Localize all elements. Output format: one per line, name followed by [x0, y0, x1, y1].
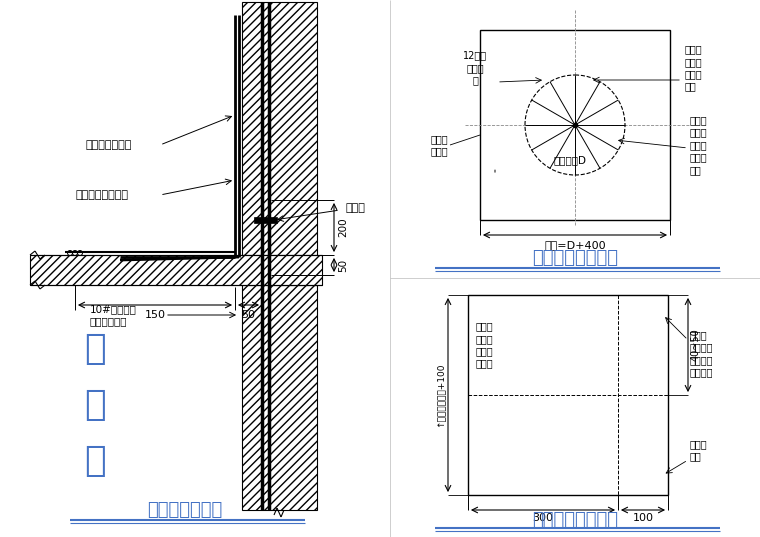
Text: ↑管道外径圆长+100: ↑管道外径圆长+100 — [435, 363, 445, 427]
Text: 粘贴于
管壁: 粘贴于 管壁 — [690, 439, 708, 461]
Bar — [254, 217, 277, 223]
Bar — [30, 255, 322, 285]
Text: 100: 100 — [632, 513, 654, 523]
Text: 长条形卷材加强层: 长条形卷材加强层 — [75, 190, 128, 200]
Text: 12等分
裁剪点
线: 12等分 裁剪点 线 — [463, 50, 487, 85]
Bar — [242, 2, 317, 255]
Text: 尖形叶
片粘贴
于管道
外壁: 尖形叶 片粘贴 于管道 外壁 — [685, 45, 703, 92]
Text: 剪口范围D: 剪口范围D — [553, 155, 587, 165]
Text: 40~50: 40~50 — [691, 329, 701, 361]
Text: 折叠（
与管道
阴角线
重合）: 折叠（ 与管道 阴角线 重合） — [476, 322, 494, 368]
Text: 300: 300 — [533, 513, 553, 523]
Text: 50: 50 — [242, 310, 255, 320]
Text: 边长=D+400: 边长=D+400 — [544, 240, 606, 250]
Text: 200: 200 — [338, 217, 348, 237]
Text: 方形卷材加强层: 方形卷材加强层 — [85, 140, 131, 150]
Text: 10#铅丝扎牢
外涂防水涂料: 10#铅丝扎牢 外涂防水涂料 — [90, 304, 137, 326]
Text: 方形卷材裁剪尺寸: 方形卷材裁剪尺寸 — [532, 249, 618, 267]
Text: 等分片
等折后量
放软伏贴
贴于墙面: 等分片 等折后量 放软伏贴 贴于墙面 — [690, 330, 714, 377]
Bar — [480, 30, 670, 220]
Text: 圆形折
线（与
管道阴
角线重
合）: 圆形折 线（与 管道阴 角线重 合） — [690, 115, 708, 175]
Text: 条形卷材裁剪尺寸: 条形卷材裁剪尺寸 — [532, 511, 618, 529]
Text: 出墙管道处做法: 出墙管道处做法 — [147, 501, 223, 519]
Text: 止水环: 止水环 — [345, 203, 365, 213]
Text: 150: 150 — [144, 310, 166, 320]
Bar — [242, 285, 317, 510]
Text: 粘贴于
墙立面: 粘贴于 墙立面 — [430, 134, 448, 156]
Bar — [468, 295, 668, 495]
Text: 迎
水
面: 迎 水 面 — [84, 332, 106, 477]
Text: 50: 50 — [338, 258, 348, 272]
